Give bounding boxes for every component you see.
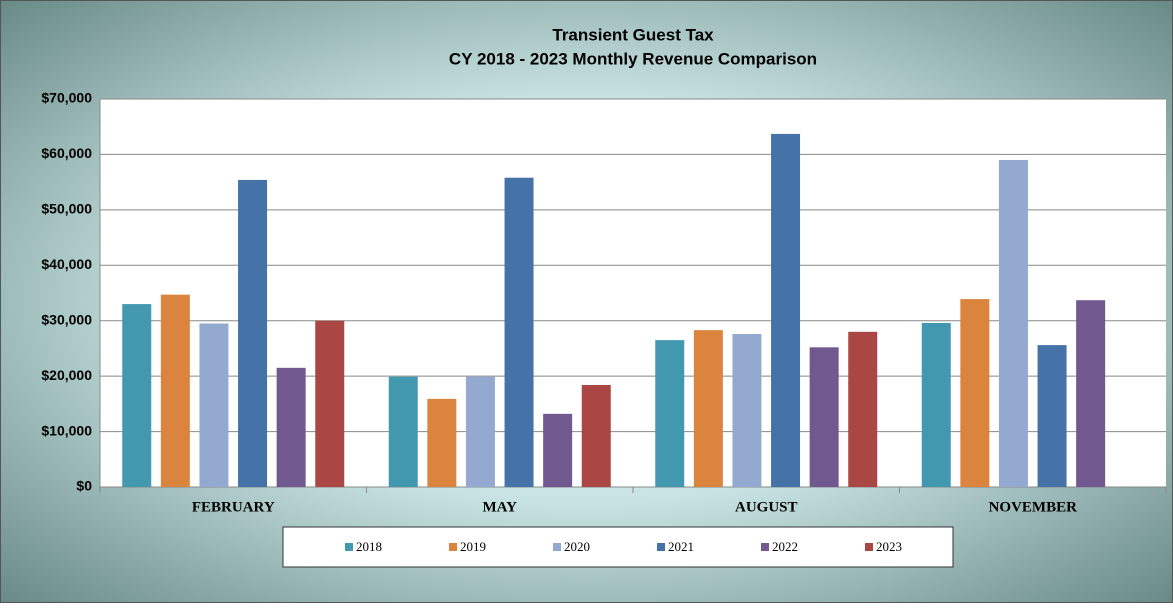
bar	[122, 304, 152, 487]
y-tick-label: $0	[76, 478, 92, 494]
chart-title: Transient Guest Tax	[552, 25, 714, 44]
y-tick-label: $30,000	[41, 311, 92, 327]
bar	[998, 159, 1028, 487]
y-tick-label: $60,000	[41, 145, 92, 161]
legend-label: 2022	[772, 539, 798, 554]
bar	[1037, 345, 1067, 487]
bar	[199, 323, 229, 487]
y-tick-label: $20,000	[41, 367, 92, 383]
bar	[315, 320, 345, 487]
bar	[543, 413, 573, 487]
legend-swatch	[761, 543, 769, 551]
legend-label: 2019	[460, 539, 486, 554]
bar	[160, 294, 190, 487]
x-tick-label: AUGUST	[735, 499, 798, 515]
bar	[427, 398, 457, 487]
x-tick-label: FEBRUARY	[192, 499, 275, 515]
bar	[388, 376, 418, 487]
legend-swatch	[449, 543, 457, 551]
bar	[655, 340, 685, 487]
bar	[504, 177, 534, 488]
bar	[848, 331, 878, 487]
bar	[465, 376, 495, 487]
legend-swatch	[865, 543, 873, 551]
bar	[1076, 300, 1106, 487]
legend-label: 2023	[876, 539, 902, 554]
y-tick-label: $40,000	[41, 256, 92, 272]
legend-swatch	[345, 543, 353, 551]
x-tick-label: NOVEMBER	[989, 499, 1078, 515]
legend-swatch	[657, 543, 665, 551]
bar	[921, 322, 951, 487]
x-tick-label: MAY	[483, 499, 518, 515]
y-tick-label: $50,000	[41, 201, 92, 217]
bar	[809, 347, 839, 487]
bar	[693, 330, 723, 487]
legend-label: 2018	[356, 539, 382, 554]
bar	[238, 179, 268, 487]
bar	[960, 299, 990, 487]
legend-label: 2020	[564, 539, 590, 554]
y-tick-label: $70,000	[41, 90, 92, 106]
legend-swatch	[553, 543, 561, 551]
bar	[732, 334, 762, 487]
legend	[282, 526, 954, 568]
bar	[581, 385, 611, 487]
bar	[276, 367, 306, 487]
legend-label: 2021	[668, 539, 694, 554]
chart-subtitle: CY 2018 - 2023 Monthly Revenue Compariso…	[449, 49, 817, 68]
bar	[771, 133, 801, 488]
y-tick-label: $10,000	[41, 422, 92, 438]
